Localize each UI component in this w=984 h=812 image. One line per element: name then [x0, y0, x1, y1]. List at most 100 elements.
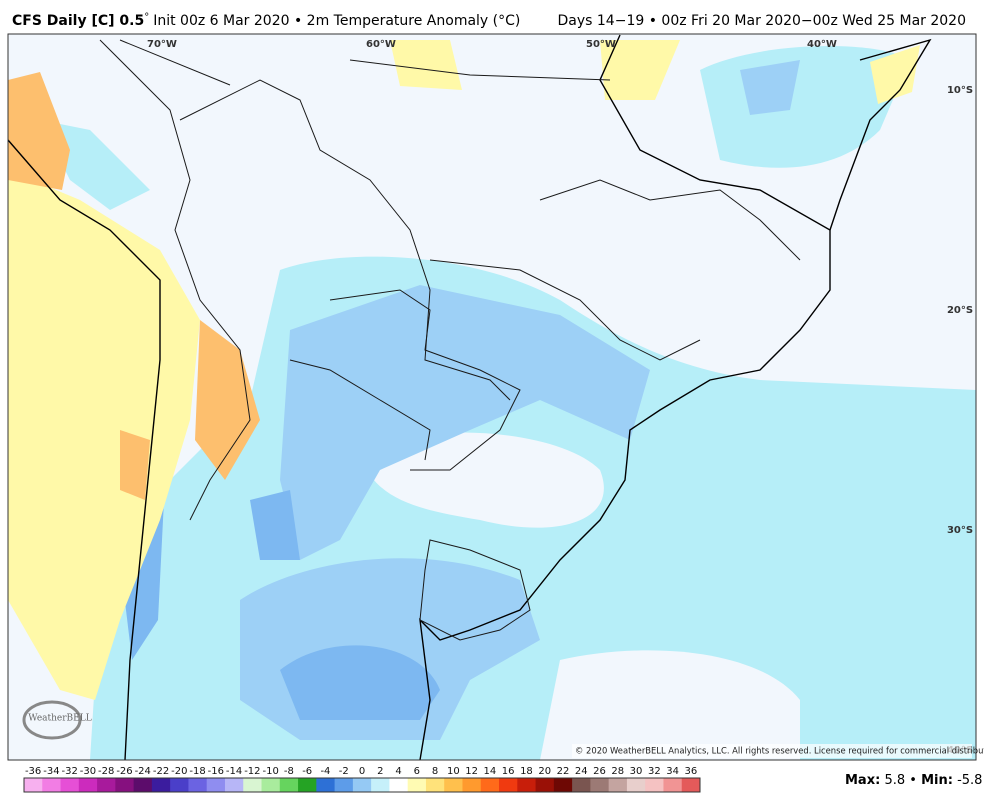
anomaly-region [540, 650, 800, 760]
colorbar-swatch [97, 778, 116, 792]
anomaly-region [280, 285, 650, 560]
colorbar-swatch [535, 778, 555, 792]
longitude-label: 60°W [366, 39, 396, 50]
border [329, 289, 521, 471]
colorbar-swatch [663, 778, 683, 792]
colorbar-label: 28 [611, 766, 624, 777]
latitude-label: 10°S [947, 85, 973, 96]
colorbar-label: 0 [359, 766, 365, 777]
border [419, 539, 531, 641]
colorbar-swatch [42, 778, 62, 792]
colorbar-label: 18 [520, 766, 533, 777]
colorbar-swatch [261, 778, 281, 792]
colorbar-swatch [572, 778, 591, 792]
colorbar-swatch [170, 778, 189, 792]
longitude-label: 50°W [586, 39, 616, 50]
colorbar-swatch [371, 778, 390, 792]
colorbar-swatch [590, 778, 610, 792]
colorbar-frame [23, 777, 701, 793]
colorbar-label: 4 [395, 766, 401, 777]
colorbar-label: -16 [208, 766, 224, 777]
colorbar-label: 36 [684, 766, 697, 777]
coastline [829, 38, 932, 231]
map: 70°W60°W50°W40°W 10°S20°S30°S40°S Weathe… [7, 33, 984, 761]
colorbar-swatch [151, 778, 171, 792]
stats: Max: 5.8 • Min: -5.8 [845, 773, 982, 788]
anomaly-region [120, 430, 150, 500]
colorbar-label: -28 [98, 766, 114, 777]
logo-swirl [22, 700, 82, 740]
colorbar-label: 14 [484, 766, 497, 777]
border [289, 359, 431, 461]
colorbar-label: 34 [666, 766, 679, 777]
coastline [8, 139, 161, 760]
colorbar-label: 20 [538, 766, 551, 777]
min-value: -5.8 [957, 773, 982, 788]
latitude-label: 30°S [947, 525, 973, 536]
colorbar-label: -2 [339, 766, 349, 777]
colorbar-swatch [645, 778, 664, 792]
model-name: CFS Daily [C] 0.5 [12, 13, 144, 29]
border [179, 79, 511, 401]
colorbar-label: 12 [465, 766, 478, 777]
colorbar-swatch [517, 778, 537, 792]
valid-period: Days 14−19 • 00z Fri 20 Mar 2020−00z Wed… [558, 13, 966, 29]
anomaly-region [8, 72, 70, 190]
colorbar-swatch [389, 778, 409, 792]
colorbar-swatch [480, 778, 500, 792]
colorbar-label: -4 [320, 766, 330, 777]
colorbar-label: -22 [153, 766, 169, 777]
latitude-label: 20°S [947, 305, 973, 316]
border [99, 39, 251, 521]
separator: • [909, 773, 917, 788]
colorbar-label: 10 [447, 766, 460, 777]
border [429, 259, 701, 361]
anomaly-region [280, 645, 440, 720]
colorbar-label: 2 [377, 766, 383, 777]
colorbar-swatch [407, 778, 427, 792]
title: CFS Daily [C] 0.5° Init 00z 6 Mar 2020 • … [12, 12, 520, 29]
colorbar-swatch [316, 778, 336, 792]
anomaly-region [740, 60, 800, 115]
colorbar-swatch [24, 778, 43, 792]
longitude-label: 70°W [147, 39, 177, 50]
colorbar: -36 -34 -32 -30 -28 -26 -24 -22 -20 -18 -16 -14 -12-… [23, 766, 701, 793]
anomaly-region [600, 40, 680, 100]
colorbar-swatch [553, 778, 573, 792]
anomaly-region [40, 120, 150, 210]
copyright-backing [572, 744, 972, 758]
logo: WeatherBELL [22, 700, 92, 740]
colorbar-label: -30 [80, 766, 96, 777]
border [119, 39, 231, 86]
colorbar-swatch [115, 778, 135, 792]
colorbar-swatch [608, 778, 628, 792]
colorbar-label: -12 [244, 766, 260, 777]
colorbar-label: -24 [135, 766, 151, 777]
colorbar-label: 6 [414, 766, 420, 777]
colorbar-swatch [133, 778, 153, 792]
colorbar-label: -34 [43, 766, 59, 777]
colorbar-swatch [78, 778, 98, 792]
colorbar-label: 26 [593, 766, 606, 777]
border [539, 179, 801, 261]
anomaly-region [870, 45, 920, 104]
colorbar-label: -18 [189, 766, 205, 777]
max-label: Max: [845, 773, 880, 788]
colorbar-swatch [499, 778, 518, 792]
colorbar-swatch [188, 778, 208, 792]
colorbar-swatch [279, 778, 299, 792]
colorbar-label: -32 [62, 766, 78, 777]
copyright: © 2020 WeatherBELL Analytics, LLC. All r… [575, 746, 984, 756]
colorbar-swatch [60, 778, 80, 792]
colorbar-swatch [206, 778, 226, 792]
anomaly-region [250, 490, 300, 560]
min-label: Min: [921, 773, 953, 788]
colorbar-label: -36 [25, 766, 41, 777]
colorbar-swatch [462, 778, 482, 792]
colorbar-swatch [444, 778, 463, 792]
colorbar-label: 30 [630, 766, 643, 777]
colorbar-swatch [681, 778, 701, 792]
colorbar-swatch [298, 778, 317, 792]
